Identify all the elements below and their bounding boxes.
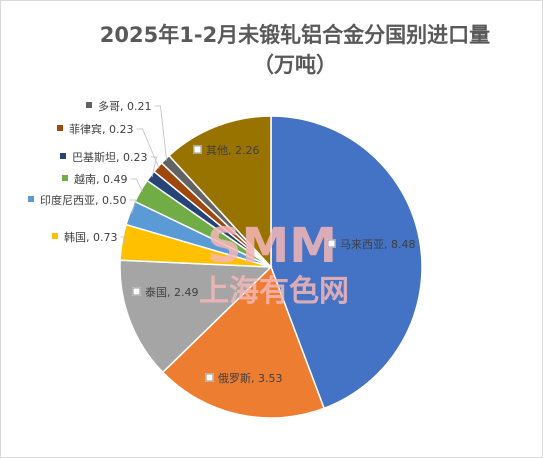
data-label-8: 多哥, 0.21 [86,99,152,113]
data-label-3: 韩国, 0.73 [52,230,118,244]
chart-title-line2: （万吨） [253,53,337,77]
data-label-text-1: 俄罗斯, 3.53 [218,372,283,385]
legend-key-2 [132,287,141,296]
chart-title: 2025年1-2月未锻轧铝合金分国别进口量 （万吨） [60,20,530,80]
data-label-6: 巴基斯坦, 0.23 [60,150,148,164]
data-label-5: 越南, 0.49 [62,172,128,186]
leader-line-8 [154,105,167,161]
legend-key-6 [60,153,66,159]
legend-key-5 [62,175,68,181]
data-label-9: 其他, 2.26 [193,144,260,157]
leader-line-5 [130,178,143,192]
legend-key-1 [205,373,214,382]
data-label-text-7: 菲律宾, 0.23 [69,122,134,136]
leader-line-3 [120,236,128,243]
data-label-1: 俄罗斯, 3.53 [205,372,283,385]
leader-line-6 [150,156,157,178]
data-label-text-8: 多哥, 0.21 [98,99,152,113]
data-label-text-4: 印度尼西亚, 0.50 [40,193,127,207]
legend-key-7 [57,125,63,131]
data-label-0: 马来西亚, 8.48 [327,238,416,251]
legend-key-4 [28,196,34,202]
data-label-text-5: 越南, 0.49 [74,172,128,186]
legend-key-0 [327,239,336,248]
leader-line-4 [129,199,137,214]
legend-key-border-1 [205,373,214,382]
legend-key-border-2 [132,287,141,296]
legend-key-9 [193,145,202,154]
watermark-text: 上海有色网 [199,274,349,309]
chart-title-line1: 2025年1-2月未锻轧铝合金分国别进口量 [99,23,491,47]
pie-slice-1 [161,265,326,419]
data-label-text-6: 巴基斯坦, 0.23 [72,150,148,164]
data-label-text-3: 韩国, 0.73 [64,230,118,244]
legend-key-8 [86,102,92,108]
data-label-text-9: 其他, 2.26 [206,144,260,157]
leader-line-7 [136,128,160,169]
legend-key-border-0 [327,239,336,248]
legend-key-3 [52,233,58,239]
data-label-7: 菲律宾, 0.23 [57,122,134,136]
data-label-2: 泰国, 2.49 [132,285,199,299]
data-label-text-2: 泰国, 2.49 [145,285,199,299]
data-label-4: 印度尼西亚, 0.50 [28,193,127,207]
pie-slice-0 [270,115,423,410]
watermark-logo: SMM [207,218,337,274]
pie-slice-2 [119,259,273,374]
legend-key-border-9 [193,145,202,154]
data-label-text-0: 马来西亚, 8.48 [340,238,416,251]
